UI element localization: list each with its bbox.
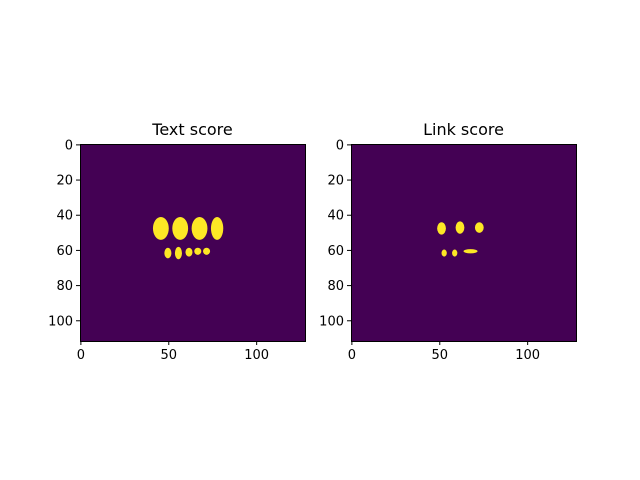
heatmap-blob <box>441 249 447 257</box>
heatmap-blob <box>152 216 169 240</box>
x-tick-label: 100 <box>244 348 269 363</box>
heatmap-background <box>80 144 305 341</box>
heatmap-blob <box>203 247 211 255</box>
heatmap-blob <box>455 221 465 234</box>
panel-link-score: Link score 0 50 100 0 20 40 60 80 100 <box>319 120 577 363</box>
heatmap-blob <box>210 216 224 240</box>
x-axis: 0 50 100 <box>77 341 269 363</box>
x-tick-label: 0 <box>77 348 85 363</box>
y-tick-label: 60 <box>327 244 344 259</box>
heatmap-blob <box>452 249 458 257</box>
x-tick-label: 100 <box>515 348 540 363</box>
heatmap-area <box>351 144 576 341</box>
x-tick-label: 50 <box>160 348 177 363</box>
panel-title: Text score <box>151 120 232 139</box>
y-axis: 0 20 40 60 80 100 <box>48 138 80 329</box>
y-tick-label: 80 <box>56 279 73 294</box>
x-axis: 0 50 100 <box>348 341 540 363</box>
heatmap-area <box>80 144 305 341</box>
y-tick-label: 20 <box>327 174 344 189</box>
heatmap-blob <box>474 222 484 233</box>
y-axis: 0 20 40 60 80 100 <box>319 138 351 329</box>
heatmap-blob <box>194 247 202 255</box>
heatmap-blob <box>437 222 446 235</box>
x-tick-label: 0 <box>348 348 356 363</box>
panel-text-score: Text score 0 50 100 0 20 40 60 80 100 <box>48 120 306 363</box>
y-tick-label: 100 <box>48 314 73 329</box>
heatmap-background <box>351 144 576 341</box>
y-tick-label: 60 <box>56 244 73 259</box>
heatmap-blob <box>174 246 182 260</box>
heatmap-blob <box>172 216 189 240</box>
y-tick-label: 0 <box>336 138 344 153</box>
x-tick-label: 50 <box>431 348 448 363</box>
heatmap-blob <box>185 247 193 257</box>
y-tick-label: 40 <box>56 209 73 224</box>
axes-frame <box>80 144 306 342</box>
y-tick-label: 80 <box>327 279 344 294</box>
y-tick-label: 20 <box>56 174 73 189</box>
y-tick-label: 0 <box>65 138 73 153</box>
heatmap-blob <box>191 216 208 240</box>
heatmap-blob <box>463 249 478 254</box>
axes-frame <box>351 144 577 342</box>
y-tick-label: 100 <box>319 314 344 329</box>
heatmap-blob <box>164 247 172 259</box>
y-tick-label: 40 <box>327 209 344 224</box>
panel-title: Link score <box>423 120 504 139</box>
